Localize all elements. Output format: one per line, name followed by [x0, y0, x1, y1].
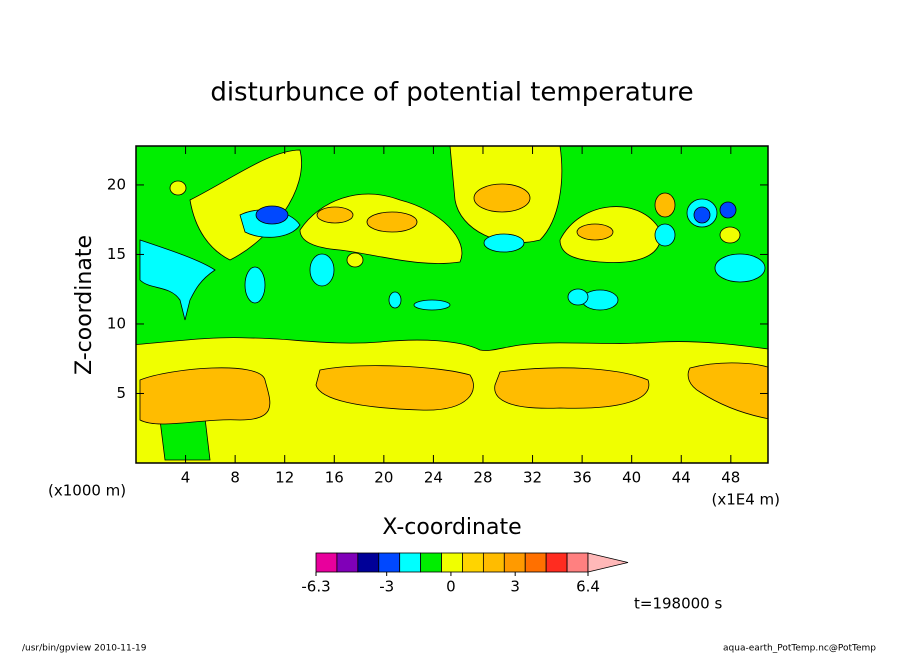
colorbar-box [503, 552, 526, 573]
footer-left: /usr/bin/gpview 2010-11-19 [22, 644, 147, 654]
x-tick-label: 32 [523, 469, 542, 487]
colorbar-box [462, 552, 484, 573]
y-unit: (x1000 m) [48, 482, 126, 500]
footer-right: aqua-earth_PotTemp.nc@PotTemp [723, 644, 876, 654]
y-tick-label: 15 [107, 245, 126, 263]
x-tick-label: 12 [275, 469, 294, 487]
x-axis-title: X-coordinate [382, 515, 521, 540]
y-tick-label: 10 [107, 314, 126, 332]
y-tick-label: 5 [116, 384, 126, 402]
colorbar-box [441, 552, 463, 573]
x-tick-label: 16 [325, 469, 344, 487]
plot-frame [135, 145, 769, 464]
x-unit: (x1E4 m) [711, 491, 780, 509]
colorbar-box [420, 552, 442, 573]
x-tick-label: 8 [230, 469, 240, 487]
colorbar-tick-label: -6.3 [301, 578, 330, 596]
colorbar-box [545, 552, 568, 573]
colorbar-tick-label: 0 [446, 578, 456, 596]
colorbar-box [357, 552, 380, 573]
x-tick-label: 28 [473, 469, 492, 487]
colorbar-box [336, 552, 359, 573]
colorbar-box [315, 552, 338, 573]
chart-title: disturbunce of potential temperature [210, 78, 693, 108]
colorbar-over [587, 552, 629, 573]
x-tick-label: 24 [424, 469, 443, 487]
x-tick-label: 36 [573, 469, 592, 487]
colorbar-tick-label: -3 [379, 578, 394, 596]
y-tick-label: 20 [107, 175, 126, 193]
colorbar-tick-label: 6.4 [576, 578, 600, 596]
colorbar-box [482, 552, 505, 573]
x-tick-label: 20 [374, 469, 393, 487]
x-tick-label: 40 [622, 469, 641, 487]
colorbar-tick-label: 3 [510, 578, 520, 596]
colorbar-box [566, 552, 589, 573]
x-tick-label: 48 [721, 469, 740, 487]
colorbar-box [524, 552, 547, 573]
y-axis-title: Z-coordinate [72, 235, 97, 375]
colorbar-box [378, 552, 401, 573]
x-tick-label: 44 [672, 469, 691, 487]
x-tick-label: 4 [181, 469, 191, 487]
contour-field [136, 146, 768, 463]
colorbar-box [399, 552, 422, 573]
time-label: t=198000 s [634, 595, 722, 613]
